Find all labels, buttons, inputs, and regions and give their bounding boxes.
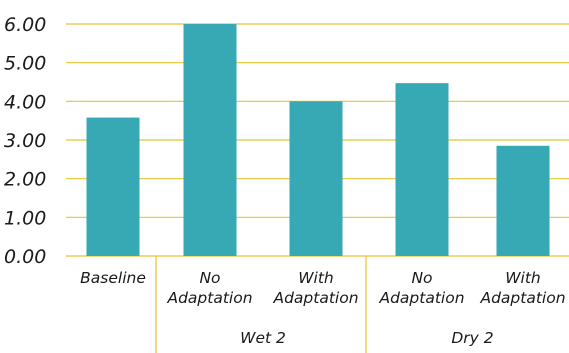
bar	[496, 145, 550, 256]
category-label: Adaptation	[166, 289, 252, 307]
group-label: Wet 2	[240, 329, 286, 347]
group-labels: Wet 2 Dry 2	[240, 329, 494, 347]
group-dividers	[155, 256, 367, 353]
bar	[395, 83, 449, 256]
y-tick-label: 6.00	[4, 14, 46, 36]
category-labels: Baseline No Adaptation With Adaptation No Adap…	[80, 269, 565, 307]
category-label: Adaptation	[378, 289, 464, 307]
bar	[183, 24, 237, 256]
y-tick-label: 5.00	[4, 53, 46, 75]
y-tick-label: 1.00	[4, 207, 46, 229]
y-tick-label: 3.00	[4, 130, 46, 152]
category-label: Adaptation	[272, 289, 358, 307]
bar	[86, 117, 140, 256]
category-label: Adaptation	[479, 289, 565, 307]
y-tick-label: 2.00	[4, 169, 46, 191]
category-label: No	[411, 269, 432, 287]
group-label: Dry 2	[451, 329, 493, 347]
y-tick-label: 0.00	[4, 246, 46, 268]
category-label: With	[298, 269, 334, 287]
bars	[86, 24, 550, 256]
bar	[289, 101, 343, 256]
y-axis-tick-labels: 0.00 1.00 2.00 3.00 4.00 5.00 6.00	[4, 14, 46, 268]
y-tick-label: 4.00	[4, 91, 46, 113]
category-label: With	[505, 269, 541, 287]
category-label: Baseline	[80, 269, 146, 287]
category-label: No	[199, 269, 220, 287]
